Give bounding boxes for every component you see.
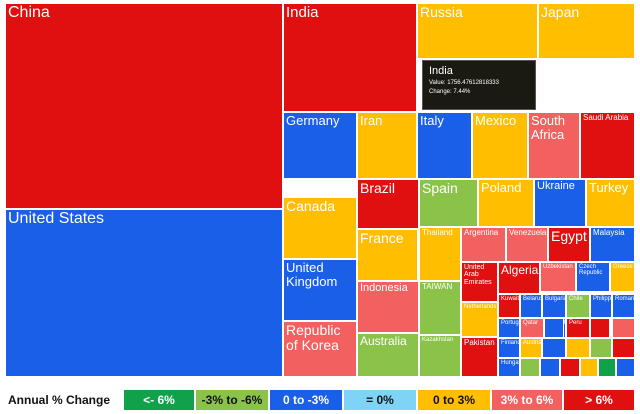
- legend-item-neg3-0: 0 to -3%: [270, 390, 342, 410]
- treemap-cell[interactable]: [590, 338, 612, 358]
- legend-item-lt-neg6: <- 6%: [124, 390, 194, 410]
- treemap-cell[interactable]: Greece: [610, 262, 635, 292]
- treemap-cell[interactable]: South Africa: [528, 112, 580, 179]
- treemap-cell[interactable]: [566, 338, 590, 358]
- treemap-cell[interactable]: Venezuela: [506, 227, 548, 262]
- treemap-cell[interactable]: Ukraine: [534, 179, 586, 227]
- treemap-cell[interactable]: Peru: [566, 318, 590, 338]
- treemap-cell[interactable]: United Kingdom: [283, 259, 357, 321]
- legend-item-gt6: > 6%: [564, 390, 634, 410]
- treemap-cell[interactable]: Bulgaria: [542, 294, 566, 318]
- treemap-cell[interactable]: United States: [5, 209, 283, 377]
- treemap-cell[interactable]: Poland: [478, 179, 534, 227]
- legend-item-neg6-neg3: -3% to -6%: [196, 390, 268, 410]
- tooltip-value: Value: 1756.47612818333: [429, 80, 499, 86]
- legend-title: Annual % Change: [8, 393, 111, 407]
- treemap-cell[interactable]: [612, 338, 635, 358]
- treemap-cell[interactable]: Turkey: [586, 179, 635, 227]
- treemap-cell[interactable]: Algeria: [498, 262, 540, 294]
- legend: Annual % Change <- 6% -3% to -6% 0 to -3…: [0, 384, 640, 414]
- treemap-cell[interactable]: Indonesia: [357, 281, 419, 333]
- treemap-cell[interactable]: Italy: [417, 112, 472, 179]
- treemap-cell[interactable]: Chile: [566, 294, 590, 318]
- treemap-cell[interactable]: Germany: [283, 112, 357, 179]
- treemap-cell[interactable]: Belarus: [520, 294, 542, 318]
- treemap-chart: China United States India Russia Japan German…: [5, 3, 635, 377]
- treemap-cell[interactable]: United Arab Emirates: [461, 262, 498, 302]
- treemap-cell[interactable]: Malaysia: [590, 227, 635, 262]
- treemap-cell[interactable]: Finland: [498, 338, 520, 358]
- treemap-cell[interactable]: Czech Republic: [576, 262, 610, 292]
- legend-item-3-6: 3% to 6%: [492, 390, 562, 410]
- treemap-cell[interactable]: [520, 358, 540, 377]
- treemap-cell[interactable]: Kuwait: [498, 294, 520, 318]
- treemap-cell[interactable]: Argentina: [461, 227, 506, 262]
- treemap-cell[interactable]: Brazil: [357, 179, 419, 229]
- treemap-cell[interactable]: Romania: [612, 294, 635, 318]
- treemap-cell[interactable]: Philippines: [590, 294, 612, 318]
- treemap-cell[interactable]: Saudi Arabia: [580, 112, 635, 179]
- treemap-cell[interactable]: Kazakhstan: [419, 335, 461, 377]
- treemap-cell[interactable]: Hungary: [498, 358, 520, 377]
- treemap-cell[interactable]: Qatar: [520, 318, 544, 338]
- treemap-cell[interactable]: [560, 358, 580, 377]
- tooltip-title: India: [429, 65, 453, 77]
- treemap-cell[interactable]: [590, 318, 610, 338]
- treemap-cell[interactable]: Australia: [357, 333, 419, 377]
- treemap-cell[interactable]: [616, 358, 635, 377]
- treemap-cell[interactable]: Thailand: [419, 227, 461, 281]
- tooltip-change: Change: 7.44%: [429, 89, 471, 95]
- treemap-cell[interactable]: Egypt: [548, 227, 590, 262]
- treemap-cell[interactable]: France: [357, 229, 418, 281]
- treemap-cell[interactable]: [580, 358, 598, 377]
- treemap-cell[interactable]: Netherlands: [461, 302, 498, 337]
- treemap-cell[interactable]: India: [283, 3, 417, 112]
- treemap-cell[interactable]: TAIWAN: [419, 281, 461, 335]
- treemap-cell[interactable]: Pakistan: [461, 337, 498, 377]
- treemap-cell[interactable]: Austria: [520, 338, 542, 358]
- treemap-cell[interactable]: Japan: [538, 3, 635, 59]
- legend-item-0-3: 0 to 3%: [418, 390, 490, 410]
- treemap-cell[interactable]: Spain: [419, 179, 478, 227]
- treemap-cell[interactable]: Canada: [283, 197, 357, 259]
- treemap-cell[interactable]: China: [5, 3, 283, 209]
- treemap-cell[interactable]: [542, 338, 566, 358]
- legend-item-zero: = 0%: [344, 390, 416, 410]
- treemap-cell[interactable]: [598, 358, 616, 377]
- treemap-cell[interactable]: [544, 318, 564, 338]
- treemap-cell[interactable]: Russia: [417, 3, 538, 59]
- treemap-cell[interactable]: Portugal: [498, 318, 520, 338]
- treemap-cell[interactable]: Republic of Korea: [283, 321, 357, 377]
- treemap-cell[interactable]: Mexico: [472, 112, 528, 179]
- treemap-cell[interactable]: [540, 358, 560, 377]
- tooltip: India Value: 1756.47612818333 Change: 7.…: [422, 60, 536, 110]
- treemap-cell[interactable]: Uzbekistan: [540, 262, 576, 292]
- treemap-cell[interactable]: [612, 318, 635, 338]
- treemap-cell[interactable]: Iran: [357, 112, 417, 179]
